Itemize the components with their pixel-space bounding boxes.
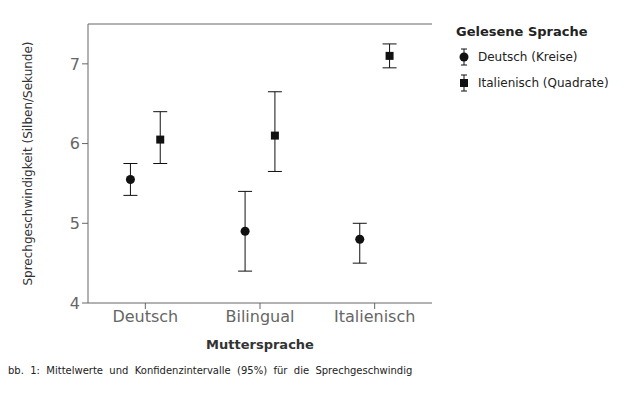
html-text:Deutsch (Kreise): Deutsch (Kreise)	[478, 50, 578, 64]
html-text:Italienisch (Quadrate): Italienisch (Quadrate)	[478, 76, 609, 90]
svg-text:Italienisch: Italienisch	[334, 307, 415, 326]
html-text:Gelesene Sprache: Gelesene Sprache	[456, 24, 588, 39]
svg-text:Muttersprache: Muttersprache	[206, 337, 314, 352]
svg-text:4: 4	[70, 294, 80, 313]
svg-text:6: 6	[70, 134, 80, 153]
svg-text:Sprechgeschwindigkeit (Silben/: Sprechgeschwindigkeit (Silben/Sekunde)	[21, 41, 35, 285]
svg-text:5: 5	[70, 214, 80, 233]
svg-text:7: 7	[70, 55, 80, 74]
html-text:bb. 1: Mittelwerte und Konfide: bb. 1: Mittelwerte und Konfidenzinterval…	[8, 365, 413, 376]
svg-text:Deutsch: Deutsch	[112, 307, 178, 326]
svg-text:Bilingual: Bilingual	[226, 307, 295, 326]
